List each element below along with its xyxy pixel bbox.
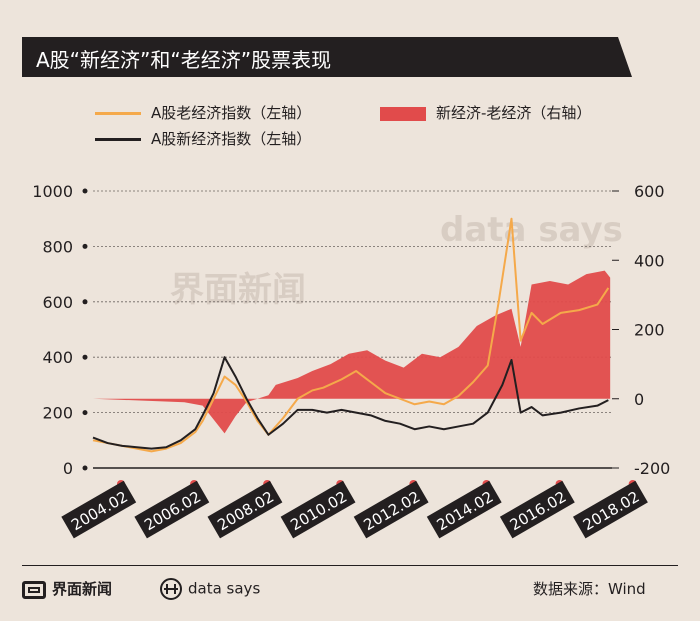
right-tick-label: 200 bbox=[634, 321, 665, 340]
legend-spread: 新经济-老经济（右轴） bbox=[380, 102, 591, 123]
footer-brand-label: 界面新闻 bbox=[52, 580, 113, 598]
left-tick-dot bbox=[82, 188, 88, 194]
left-tick-dot bbox=[82, 410, 88, 416]
datasays-logo-icon bbox=[160, 578, 182, 600]
x-tick-bg bbox=[499, 480, 575, 539]
legend-new-economy: A股新经济指数（左轴） bbox=[95, 128, 311, 149]
legend-new-label: A股新经济指数（左轴） bbox=[151, 130, 312, 148]
x-tick-bg bbox=[207, 480, 283, 539]
x-tick: 2008.02 bbox=[207, 480, 283, 539]
right-tick-label: -200 bbox=[634, 459, 670, 478]
left-tick-dot bbox=[82, 299, 88, 305]
watermark-datasays: data says bbox=[440, 210, 623, 250]
legend-old-economy: A股老经济指数（左轴） bbox=[95, 102, 311, 123]
left-tick-label: 200 bbox=[42, 404, 73, 423]
legend-old-swatch bbox=[95, 112, 141, 115]
series-lines bbox=[92, 217, 610, 453]
footer-divider bbox=[22, 565, 678, 566]
left-tick-dot bbox=[82, 354, 88, 360]
x-tick-bg bbox=[426, 480, 502, 539]
new-economy-line bbox=[92, 356, 609, 450]
x-tick-bg bbox=[134, 480, 210, 539]
x-tick-bg bbox=[573, 480, 648, 539]
left-tick-label: 800 bbox=[42, 237, 73, 256]
watermark-brand: 界面新闻 bbox=[170, 270, 306, 310]
left-tick-label: 0 bbox=[63, 459, 73, 478]
left-tick-dot bbox=[82, 465, 88, 471]
footer-source: 数据来源：Wind bbox=[533, 580, 646, 598]
left-tick-dot bbox=[82, 243, 88, 249]
x-tick-bg bbox=[353, 480, 429, 539]
old-economy-line bbox=[92, 217, 610, 453]
x-tick: 2014.02 bbox=[426, 480, 502, 539]
left-tick-label: 400 bbox=[42, 348, 73, 367]
right-tick-label: 400 bbox=[634, 251, 665, 270]
right-tick-label: 600 bbox=[634, 182, 665, 201]
legend-new-swatch bbox=[95, 138, 141, 141]
x-tick: 2010.02 bbox=[280, 480, 356, 539]
footer-brand: 界面新闻 bbox=[22, 578, 112, 599]
legend-old-label: A股老经济指数（左轴） bbox=[151, 104, 312, 122]
legend-spread-label: 新经济-老经济（右轴） bbox=[436, 104, 592, 122]
brand-logo-icon bbox=[22, 580, 46, 599]
title-banner: A股“新经济”和“老经济”股票表现 bbox=[22, 37, 632, 77]
x-tick-bg bbox=[61, 480, 137, 539]
footer-datasays: data says bbox=[160, 578, 260, 600]
x-tick: 2006.02 bbox=[134, 480, 210, 539]
legend-spread-swatch bbox=[380, 106, 426, 121]
spread-area bbox=[93, 270, 611, 434]
x-tick: 2018.02 bbox=[573, 480, 648, 539]
x-tick-bg bbox=[280, 480, 356, 539]
x-tick: 2004.02 bbox=[61, 480, 137, 539]
x-tick: 2012.02 bbox=[353, 480, 429, 539]
left-tick-label: 1000 bbox=[32, 182, 73, 201]
chart-title: A股“新经济”和“老经济”股票表现 bbox=[36, 48, 332, 72]
x-tick: 2016.02 bbox=[499, 480, 575, 539]
spread-area-path bbox=[93, 270, 611, 434]
right-tick-label: 0 bbox=[634, 390, 644, 409]
left-tick-label: 600 bbox=[42, 293, 73, 312]
footer-datasays-label: data says bbox=[188, 579, 261, 598]
